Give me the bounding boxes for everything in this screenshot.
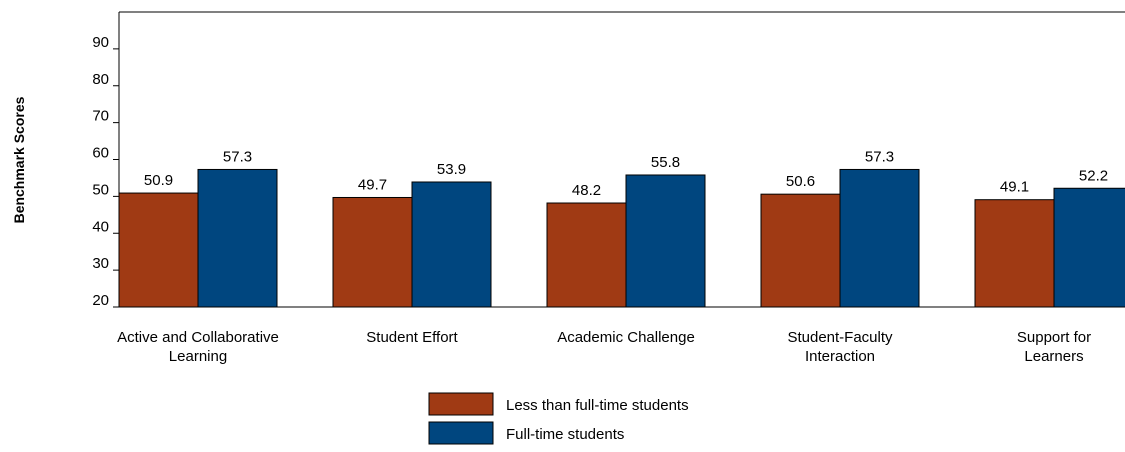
bar-less-than-full-time	[974, 199, 1055, 308]
y-tick-label: 90	[92, 34, 109, 51]
category-label: Learners	[1024, 348, 1083, 365]
legend: Less than full-time students Full-time st…	[428, 392, 689, 445]
data-label: 49.1	[1000, 179, 1029, 196]
bars	[118, 168, 1125, 308]
legend-swatch	[428, 392, 494, 416]
y-tick-label: 30	[92, 255, 109, 272]
legend-label: Full-time students	[506, 426, 624, 443]
category-label: Interaction	[805, 348, 875, 365]
y-axis-ticks: 20 30 40 50 60 70 80 90	[92, 34, 119, 309]
bar-full-time	[197, 168, 278, 308]
category-label: Academic Challenge	[557, 329, 695, 346]
y-tick-label: 80	[92, 71, 109, 88]
bar-less-than-full-time	[332, 196, 413, 308]
data-label: 57.3	[865, 148, 894, 165]
bar-full-time	[1053, 187, 1125, 308]
bar-full-time	[625, 174, 706, 308]
bar-full-time	[839, 168, 920, 308]
data-label: 49.7	[358, 176, 387, 193]
legend-swatch	[428, 421, 494, 445]
category-label: Learning	[169, 348, 227, 365]
category-label: Student-Faculty	[787, 329, 893, 346]
y-tick-label: 60	[92, 145, 109, 162]
category-labels: Active and Collaborative Learning Student …	[117, 329, 1091, 365]
bar-less-than-full-time	[760, 193, 841, 308]
y-tick-label: 40	[92, 218, 109, 235]
y-tick-label: 20	[92, 292, 109, 309]
category-label: Support for	[1017, 329, 1091, 346]
y-axis-title: Benchmark Scores	[11, 96, 27, 223]
bar-less-than-full-time	[546, 202, 627, 308]
data-labels: 50.9 57.3 49.7 53.9 48.2 55.8 50.6 57.3 49.1 52.2	[144, 148, 1108, 199]
category-label: Student Effort	[366, 329, 458, 346]
category-label: Active and Collaborative	[117, 329, 279, 346]
data-label: 48.2	[572, 182, 601, 199]
data-label: 57.3	[223, 148, 252, 165]
bar-full-time	[411, 181, 492, 308]
data-label: 50.9	[144, 172, 173, 189]
data-label: 52.2	[1079, 167, 1108, 184]
bar-less-than-full-time	[118, 192, 199, 308]
data-label: 50.6	[786, 173, 815, 190]
data-label: 55.8	[651, 154, 680, 171]
data-label: 53.9	[437, 161, 466, 178]
y-tick-label: 50	[92, 181, 109, 198]
legend-label: Less than full-time students	[506, 397, 689, 414]
y-tick-label: 70	[92, 108, 109, 125]
